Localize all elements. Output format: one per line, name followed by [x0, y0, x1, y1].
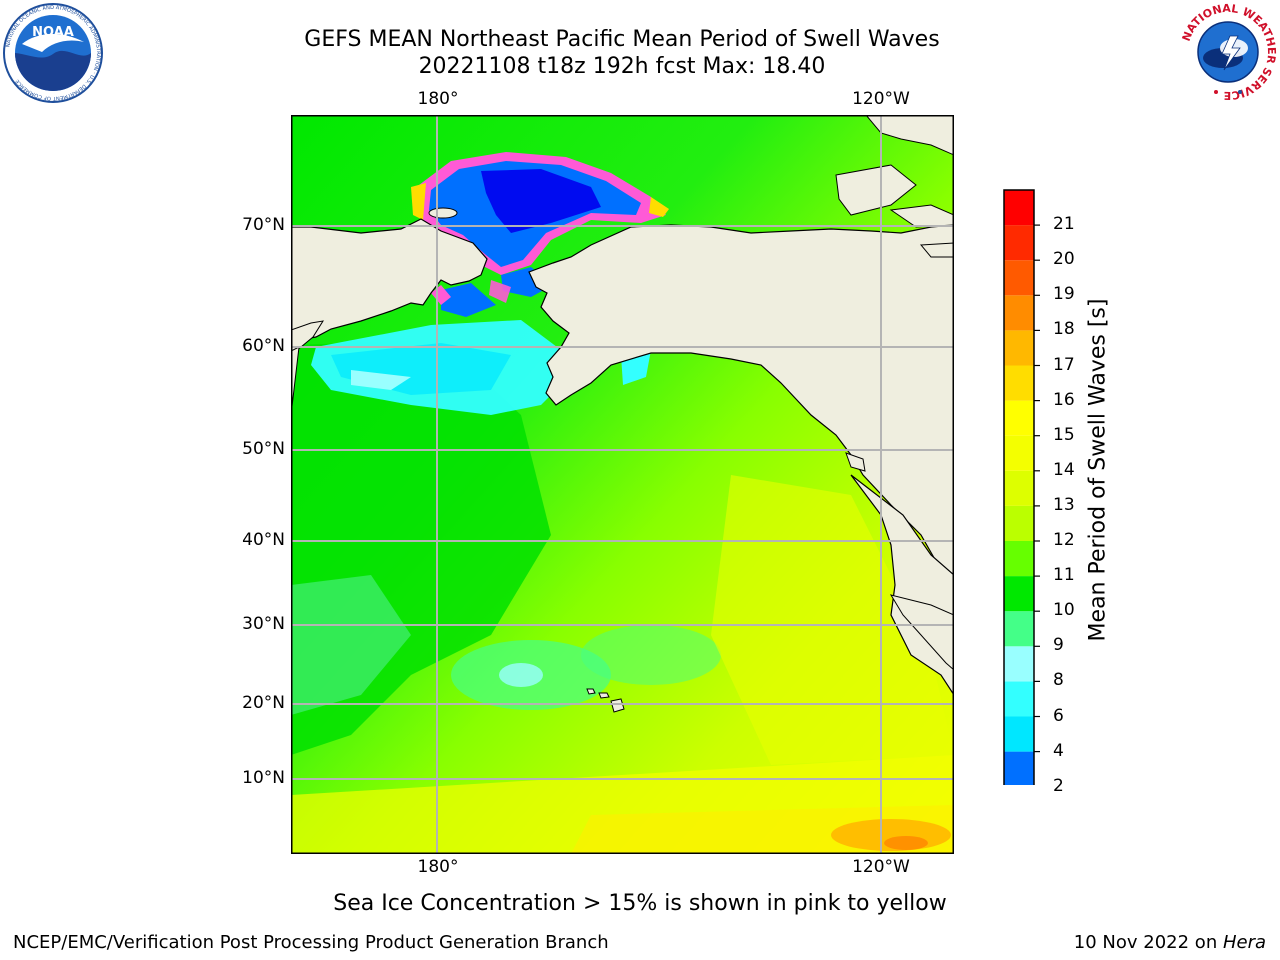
lat-label-10n: 10°N [242, 768, 285, 788]
footer-host: Hera [1222, 932, 1266, 953]
colorbar-segment [1004, 611, 1034, 647]
colorbar-label: 21 [1053, 214, 1075, 235]
nws-logo: NATIONAL WEATHER SERVICE [1180, 2, 1278, 102]
footer-date: 10 Nov 2022 on Hera [1074, 932, 1266, 953]
colorbar-label: 14 [1053, 459, 1075, 480]
colorbar-segment [1004, 505, 1034, 541]
colorbar-label: 6 [1053, 705, 1064, 726]
colorbar-segment [1004, 646, 1034, 682]
graticule [291, 115, 954, 854]
map-subtitle: 20221108 t18z 192h fcst Max: 18.40 [418, 54, 826, 79]
colorbar-label: 18 [1053, 319, 1075, 340]
noaa-logo: NATIONAL OCEANIC AND ATMOSPHERIC ADMINIS… [3, 3, 103, 103]
colorbar-segment [1004, 751, 1034, 785]
colorbar-segment [1004, 681, 1034, 717]
colorbar-label: 13 [1053, 494, 1075, 515]
lat-label-70n: 70°N [242, 215, 285, 235]
lat-label-50n: 50°N [242, 439, 285, 459]
colorbar-label: 19 [1053, 284, 1075, 305]
colorbar-label: 2 [1053, 775, 1064, 796]
lat-label-40n: 40°N [242, 530, 285, 550]
swell-period-map [291, 115, 954, 854]
footer-date-text: 10 Nov 2022 on [1073, 932, 1223, 953]
colorbar-segment [1004, 190, 1034, 226]
colorbar-title: Mean Period of Swell Waves [s] [1085, 298, 1111, 642]
colorbar-segment [1004, 295, 1034, 331]
colorbar-segment [1004, 541, 1034, 577]
svg-text:NOAA: NOAA [32, 25, 74, 40]
colorbar-label: 17 [1053, 354, 1075, 375]
colorbar-segment [1004, 260, 1034, 296]
colorbar-segment [1004, 470, 1034, 506]
lat-label-60n: 60°N [242, 336, 285, 356]
lon-label-top-120w: 120°W [852, 89, 910, 109]
colorbar [1003, 189, 1040, 785]
colorbar-segment [1004, 576, 1034, 612]
lon-label-bottom-180: 180° [417, 857, 459, 877]
sea-ice-caption: Sea Ice Concentration > 15% is shown in … [333, 891, 947, 916]
colorbar-segment [1004, 435, 1034, 471]
colorbar-segment [1004, 716, 1034, 752]
colorbar-label: 10 [1053, 600, 1075, 621]
colorbar-label: 12 [1053, 530, 1075, 550]
colorbar-label: 16 [1053, 389, 1075, 410]
colorbar-label: 9 [1053, 635, 1064, 656]
colorbar-segment [1004, 330, 1034, 366]
colorbar-label: 11 [1053, 565, 1075, 586]
colorbar-segment [1004, 225, 1034, 261]
colorbar-segment [1004, 400, 1034, 436]
lon-label-bottom-120w: 120°W [852, 857, 910, 877]
lon-label-top-180: 180° [417, 89, 459, 109]
colorbar-label: 20 [1053, 249, 1075, 270]
lat-label-20n: 20°N [242, 693, 285, 713]
north-america-land [528, 224, 954, 576]
colorbar-segment [1004, 365, 1034, 401]
colorbar-label: 15 [1053, 424, 1075, 445]
colorbar-label: 8 [1053, 670, 1064, 691]
footer-organization: NCEP/EMC/Verification Post Processing Pr… [13, 932, 609, 953]
lat-label-30n: 30°N [242, 614, 285, 634]
colorbar-label: 4 [1053, 740, 1064, 761]
map-title: GEFS MEAN Northeast Pacific Mean Period … [304, 27, 940, 52]
